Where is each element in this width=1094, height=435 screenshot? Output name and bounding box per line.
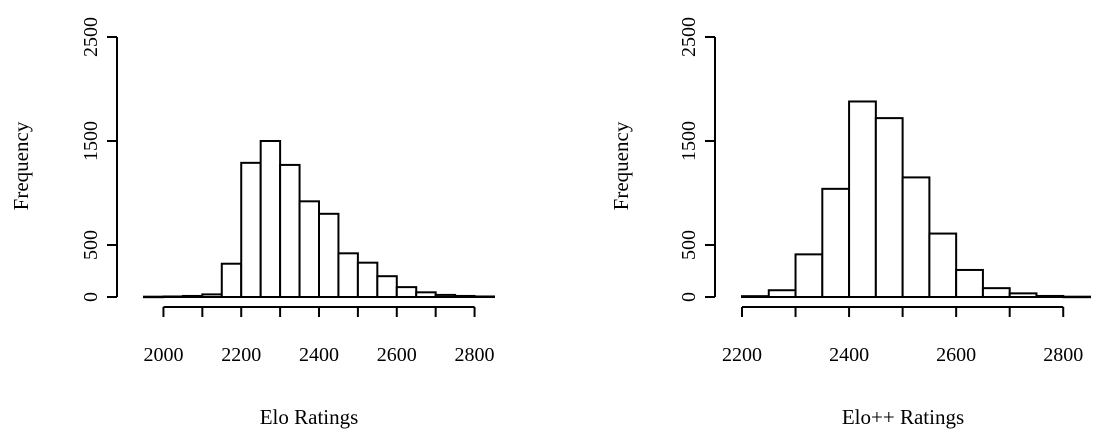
x-tick-label: 2600 xyxy=(377,344,417,366)
histogram-bar xyxy=(415,291,437,299)
histogram-bar xyxy=(848,100,877,299)
y-tick-label: 1500 xyxy=(678,121,700,161)
x-tick-label: 2400 xyxy=(299,344,339,366)
y-axis-label: Frequency xyxy=(9,121,33,210)
x-tick-label: 2200 xyxy=(722,344,762,366)
y-tick-label: 500 xyxy=(678,230,700,260)
histogram-bar xyxy=(794,253,824,298)
histogram-bar xyxy=(220,262,243,298)
x-axis-label: Elo Ratings xyxy=(260,405,359,429)
histogram-bar xyxy=(279,163,301,298)
histogram-bar xyxy=(337,252,359,299)
histogram-bar xyxy=(454,294,476,298)
x-tick-label: 2000 xyxy=(143,344,183,366)
histogram-bar xyxy=(143,295,165,299)
y-tick-label: 2500 xyxy=(678,17,700,57)
elo-plus-plus-histogram-panel: Frequency Elo++ Ratings 0 500 1500 2500 2200… xyxy=(609,17,1091,429)
histogram-bar xyxy=(821,187,851,298)
histogram-bar xyxy=(981,287,1011,299)
histogram-bar xyxy=(1035,294,1065,298)
histogram-bar xyxy=(395,286,418,298)
histogram-bar xyxy=(318,212,340,298)
histogram-bar xyxy=(767,289,797,298)
histogram-bar xyxy=(162,295,184,299)
histogram-bar xyxy=(376,275,398,299)
histogram-bar xyxy=(1062,295,1091,299)
histogram-bar xyxy=(240,161,262,298)
histogram-bar xyxy=(741,295,770,298)
x-axis-label: Elo++ Ratings xyxy=(842,405,964,429)
histogram-bar xyxy=(874,117,904,299)
histogram-bar xyxy=(955,268,984,298)
y-axis-label: Frequency xyxy=(609,121,633,210)
histogram-bar xyxy=(901,176,931,298)
x-tick-label: 2200 xyxy=(221,344,261,366)
histogram-bar xyxy=(298,200,320,299)
x-tick-label: 2800 xyxy=(455,344,495,366)
y-tick-label: 0 xyxy=(678,292,700,302)
y-tick-label: 0 xyxy=(80,292,102,302)
elo-histogram-panel: Frequency Elo Ratings 0 500 1500 2500 2000 22… xyxy=(9,17,495,429)
x-tick-label: 2600 xyxy=(936,344,976,366)
y-tick-label: 500 xyxy=(80,230,102,260)
histogram-bar xyxy=(473,295,495,299)
histogram-bar xyxy=(259,140,282,298)
histogram-bar xyxy=(201,293,223,298)
x-tick-label: 2800 xyxy=(1043,344,1083,366)
y-tick-label: 1500 xyxy=(80,121,102,161)
x-tick-label: 2400 xyxy=(829,344,869,366)
histogram-bar xyxy=(1008,292,1038,298)
y-tick-label: 2500 xyxy=(80,17,102,57)
histogram-bar xyxy=(434,293,457,299)
histogram-bar xyxy=(181,294,204,298)
histogram-bar xyxy=(356,261,379,298)
histogram-bar xyxy=(928,232,958,298)
